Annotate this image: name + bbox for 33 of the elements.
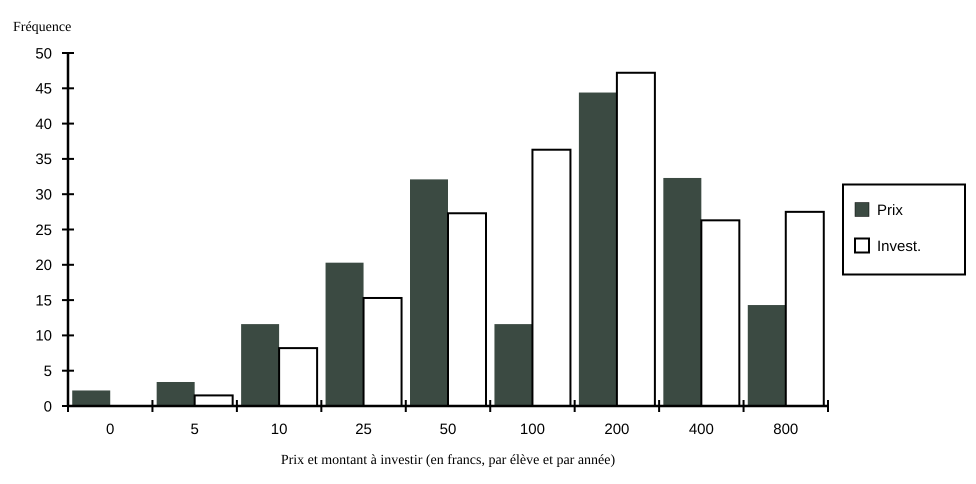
y-tick-label: 10 [35, 328, 52, 345]
legend-label: Invest. [877, 238, 922, 255]
y-tick-label: 5 [44, 362, 52, 380]
bar [578, 92, 617, 406]
x-tick-label: 200 [604, 421, 630, 438]
y-tick-label: 45 [35, 80, 52, 98]
y-tick-label: 0 [44, 398, 52, 416]
y-axis-title: Fréquence [13, 20, 72, 35]
bar [326, 262, 364, 406]
x-tick-label: 0 [106, 421, 114, 438]
bar [748, 305, 786, 406]
x-tick-label: 800 [773, 421, 798, 438]
bar [72, 390, 110, 406]
x-tick-label: 400 [688, 421, 714, 438]
legend-label: Prix [877, 202, 904, 219]
y-tick-label: 40 [35, 116, 52, 133]
x-tick-label: 25 [355, 421, 372, 438]
y-tick-label: 15 [35, 292, 52, 310]
x-tick-label: 10 [270, 421, 288, 438]
x-tick-label: 100 [520, 421, 545, 438]
x-tick-label: 5 [190, 421, 199, 438]
y-tick-label: 35 [35, 151, 52, 168]
x-tick-label: 50 [440, 421, 456, 438]
x-axis-title: Prix et montant à investir (en francs, par élève et par année) [280, 453, 616, 468]
bar [410, 179, 448, 406]
bar [241, 324, 280, 406]
bar [663, 178, 702, 406]
y-tick-label: 25 [35, 222, 52, 239]
bar [494, 324, 532, 406]
y-tick-label: 30 [35, 186, 52, 204]
y-tick-label: 20 [35, 257, 52, 274]
y-tick-label: 50 [35, 45, 52, 62]
bar [156, 382, 195, 406]
